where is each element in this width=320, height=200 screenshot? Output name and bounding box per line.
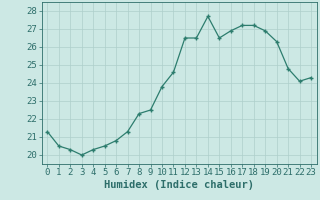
X-axis label: Humidex (Indice chaleur): Humidex (Indice chaleur)	[104, 180, 254, 190]
